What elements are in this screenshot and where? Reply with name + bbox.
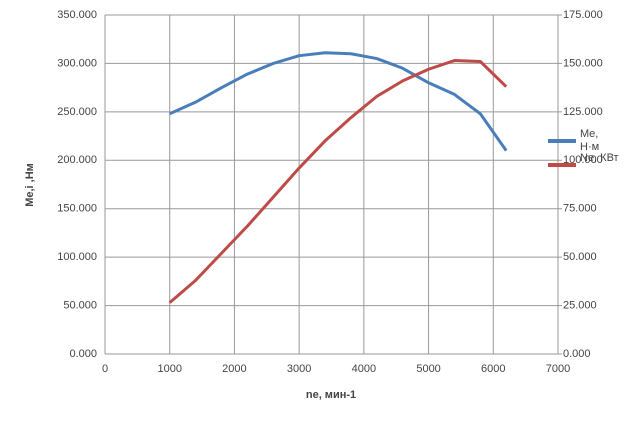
x-tick-label: 2000 [222,363,246,375]
y-tick-label: 150.000 [57,203,97,215]
x-axis-title: ne, мин-1 [306,389,356,401]
y-axis-title: Me,i ,Нм [24,163,36,207]
y-tick-label: 100.000 [57,251,97,263]
x-tick-label: 6000 [481,363,505,375]
y2-tick-label: 25.000 [563,299,597,311]
legend-label: Ne, КВт [580,152,619,164]
y-tick-label: 350.000 [57,9,97,21]
y-tick-label: 200.000 [57,154,97,166]
x-tick-label: 0 [102,363,108,375]
y-tick-label: 0.000 [69,348,97,360]
y2-tick-label: 175.000 [563,9,603,21]
y-tick-label: 250.000 [57,106,97,118]
x-tick-label: 1000 [157,363,181,375]
x-tick-label: 4000 [352,363,376,375]
x-tick-label: 7000 [546,363,570,375]
series-line [168,59,508,304]
y2-tick-label: 50.000 [563,251,597,263]
y2-tick-label: 125.000 [563,106,603,118]
legend-label: Me, Н·м [580,128,600,153]
y2-tick-label: 0.000 [563,348,591,360]
y-tick-label: 300.000 [57,57,97,69]
series-line [169,51,508,152]
x-tick-label: 5000 [416,363,440,375]
y-tick-label: 50.000 [63,299,97,311]
x-tick-label: 3000 [287,363,311,375]
y2-tick-label: 75.000 [563,203,597,215]
y2-tick-label: 150.000 [563,57,603,69]
